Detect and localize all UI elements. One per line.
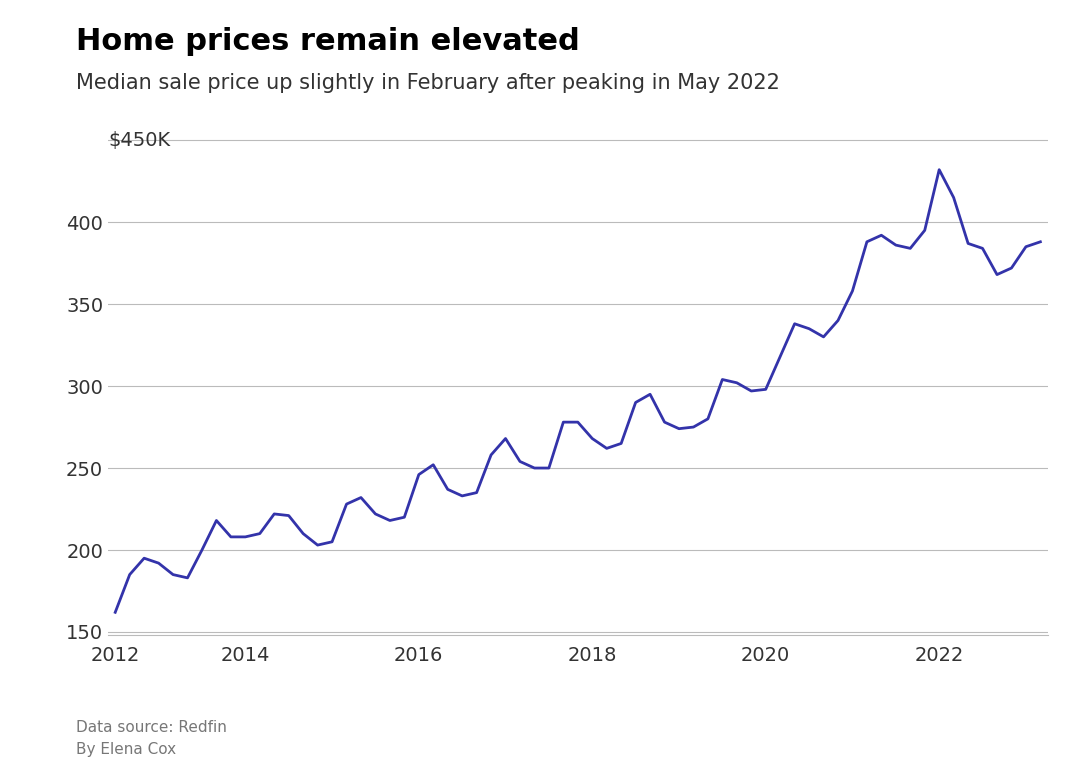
Text: $450K: $450K <box>108 131 171 149</box>
Text: Home prices remain elevated: Home prices remain elevated <box>76 27 579 56</box>
Text: Data source: Redfin
By Elena Cox: Data source: Redfin By Elena Cox <box>76 720 227 757</box>
Text: Median sale price up slightly in February after peaking in May 2022: Median sale price up slightly in Februar… <box>76 73 780 93</box>
